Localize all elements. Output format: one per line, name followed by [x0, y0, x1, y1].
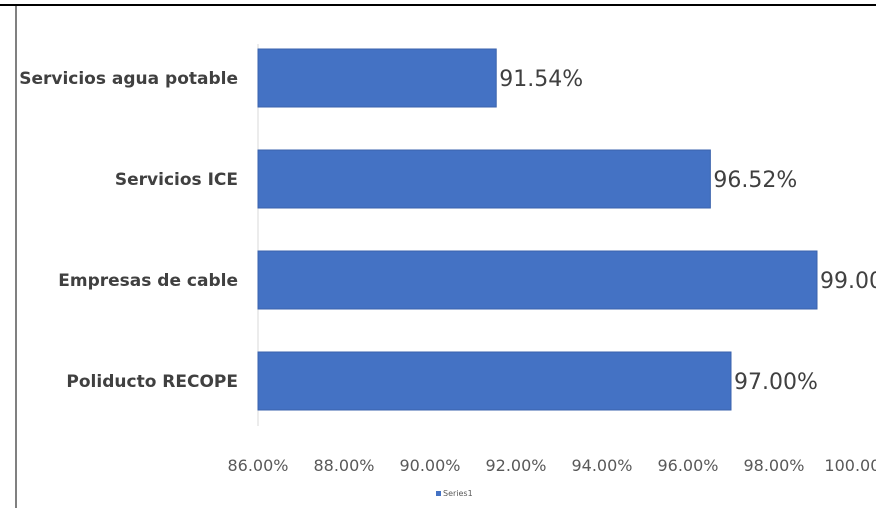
x-tick-label: 88.00%	[313, 456, 374, 475]
x-tick-label: 100.00%	[824, 456, 876, 475]
data-labels: 91.54% 96.52% 99.00% 97.00%	[499, 67, 876, 395]
x-axis-tick-labels: 86.00% 88.00% 90.00% 92.00% 94.00% 96.00% 98.0…	[227, 456, 876, 475]
data-label-poliducto-recope: 97.00%	[734, 370, 818, 395]
category-label-servicios-ice: Servicios ICE	[115, 170, 238, 190]
data-label-servicios-ice: 96.52%	[713, 168, 797, 193]
legend-label-series1: Series1	[443, 489, 473, 498]
category-label-poliducto-recope: Poliducto RECOPE	[66, 372, 238, 392]
legend: Series1	[436, 489, 473, 498]
data-label-empresas-de-cable: 99.00%	[820, 269, 876, 294]
x-tick-label: 92.00%	[485, 456, 546, 475]
x-tick-label: 98.00%	[743, 456, 804, 475]
bar-poliducto-recope	[257, 351, 732, 411]
x-tick-label: 90.00%	[399, 456, 460, 475]
legend-swatch-series1	[436, 491, 441, 496]
category-label-empresas-de-cable: Empresas de cable	[58, 271, 238, 291]
bar-servicios-agua-potable	[257, 48, 497, 108]
bar-empresas-de-cable	[257, 250, 818, 310]
x-tick-label: 94.00%	[571, 456, 632, 475]
bars-layer	[257, 48, 818, 411]
bar-servicios-ice	[257, 149, 711, 209]
x-tick-label: 96.00%	[657, 456, 718, 475]
category-label-servicios-agua-potable: Servicios agua potable	[19, 69, 238, 89]
category-labels: Servicios agua potable Servicios ICE Empre…	[19, 69, 238, 392]
x-tick-label: 86.00%	[227, 456, 288, 475]
data-label-servicios-agua-potable: 91.54%	[499, 67, 583, 92]
